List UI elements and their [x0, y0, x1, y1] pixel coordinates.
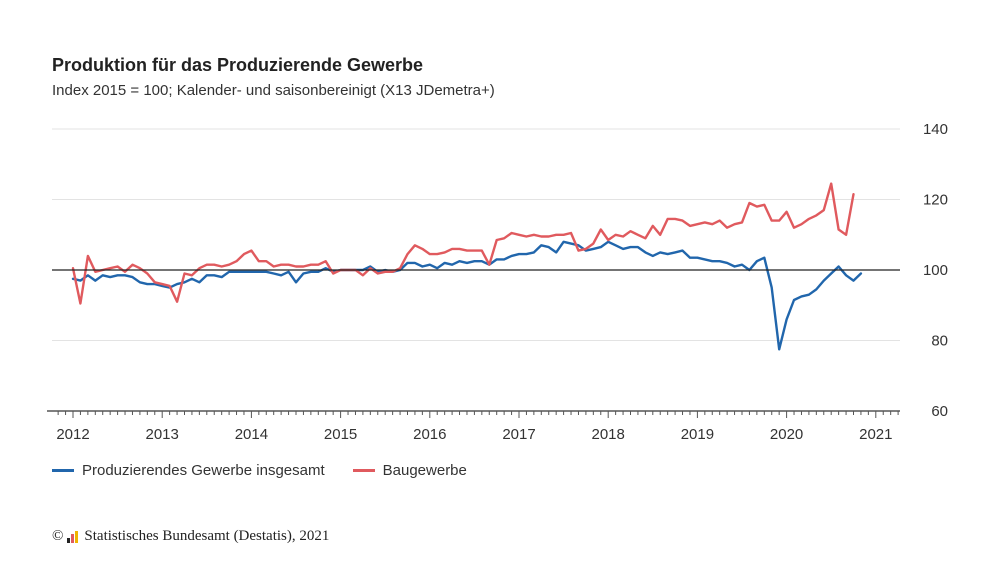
source-footer: © Statistisches Bundesamt (Destatis), 20…: [52, 528, 329, 545]
x-tick-label: 2020: [770, 426, 803, 443]
destatis-logo-icon: [67, 530, 79, 543]
legend-item-construction: Baugewerbe: [352, 462, 467, 479]
legend-swatch-construction: [352, 469, 375, 472]
x-tick-label: 2017: [502, 426, 535, 443]
source-text: Statistisches Bundesamt (Destatis), 2021: [84, 528, 330, 544]
y-tick-label: 100: [923, 262, 948, 279]
x-tick-label: 2021: [859, 426, 892, 443]
y-tick-label: 60: [931, 403, 948, 420]
x-tick-label: 2013: [146, 426, 179, 443]
x-tick-label: 2019: [681, 426, 714, 443]
x-tick-label: 2014: [235, 426, 268, 443]
y-tick-label: 80: [931, 333, 948, 350]
x-tick-label: 2018: [592, 426, 625, 443]
legend-item-total: Produzierendes Gewerbe insgesamt: [52, 462, 325, 479]
x-tick-label: 2012: [56, 426, 89, 443]
x-tick-label: 2015: [324, 426, 357, 443]
chart-title: Produktion für das Produzierende Gewerbe: [52, 55, 424, 75]
series-line-construction: [71, 182, 855, 305]
chart-subtitle: Index 2015 = 100; Kalender- und saisonbe…: [52, 82, 495, 99]
y-tick-label: 140: [923, 121, 948, 138]
series-line-total: [71, 240, 863, 351]
legend-label-construction: Baugewerbe: [382, 462, 467, 479]
legend-label-total: Produzierendes Gewerbe insgesamt: [82, 462, 325, 479]
y-tick-label: 120: [923, 192, 948, 209]
x-tick-label: 2016: [413, 426, 446, 443]
legend: Produzierendes Gewerbe insgesamt Baugewe…: [52, 462, 467, 479]
copyright-symbol: ©: [52, 528, 64, 544]
legend-swatch-total: [52, 469, 74, 472]
